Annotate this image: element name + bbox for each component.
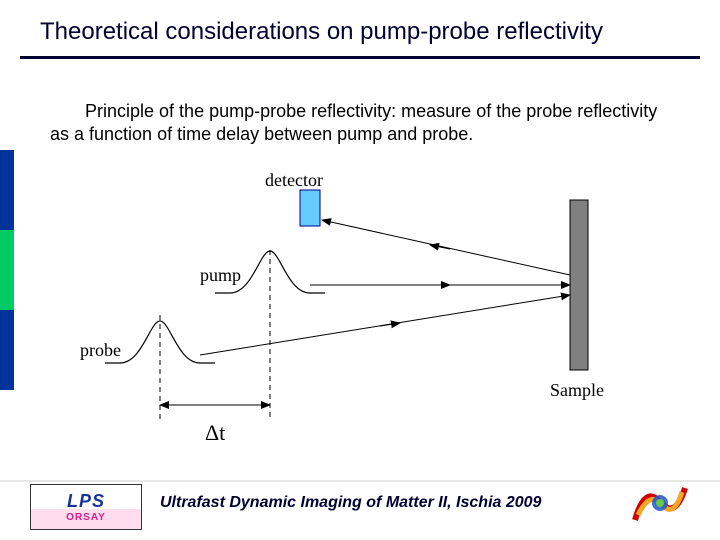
lps-orsay-logo: LPS ORSAY	[30, 484, 142, 530]
logo-orsay-text: ORSAY	[66, 512, 106, 523]
pump-probe-diagram: detector pump probe Sample Δt	[50, 165, 670, 445]
sample-label: Sample	[550, 380, 604, 401]
stripe	[0, 150, 14, 230]
footer-divider	[0, 480, 720, 482]
probe-label: probe	[80, 340, 121, 361]
description-text: Principle of the pump-probe reflectivity…	[50, 100, 670, 145]
title-underline	[20, 56, 700, 59]
right-logo	[630, 480, 690, 526]
delta-t-label: Δt	[205, 420, 225, 446]
stripe	[0, 230, 14, 310]
slide-root: Theoretical considerations on pump-probe…	[0, 0, 720, 540]
diagram-svg	[50, 165, 670, 445]
pump-label: pump	[200, 265, 241, 286]
footer-text: Ultrafast Dynamic Imaging of Matter II, …	[160, 494, 541, 512]
detector-label: detector	[265, 170, 323, 191]
slide-title: Theoretical considerations on pump-probe…	[40, 18, 680, 46]
logo-lps-text: LPS	[67, 491, 105, 512]
description-span: Principle of the pump-probe reflectivity…	[50, 101, 657, 144]
left-color-stripes	[0, 150, 14, 390]
stripe	[0, 310, 14, 390]
